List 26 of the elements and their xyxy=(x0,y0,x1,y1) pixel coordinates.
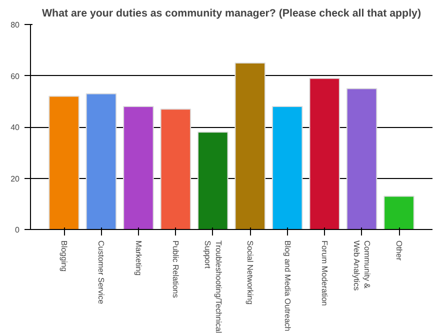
x-tick-label: Marketing xyxy=(134,240,143,276)
x-tick-label: Other xyxy=(394,240,404,261)
bar xyxy=(198,132,228,230)
bar xyxy=(272,106,303,230)
bar xyxy=(384,196,414,230)
bar xyxy=(123,106,154,230)
x-tick-label: Customer Service xyxy=(96,240,106,305)
x-tick-label: Social Networking xyxy=(246,240,255,305)
bar xyxy=(86,93,117,230)
y-tick-label: 60 xyxy=(10,72,20,81)
bar xyxy=(234,62,266,230)
chart-title: What are your duties as community manager? (Please check all that apply) xyxy=(42,8,422,20)
y-tick-label: 40 xyxy=(10,123,20,132)
x-tick-label: Blogging xyxy=(60,240,68,272)
x-tick-label: Community & Web Analytics xyxy=(352,240,372,291)
x-tick-label: Troubleshooting/Technical Support xyxy=(202,240,223,334)
bar xyxy=(160,108,192,230)
x-tick-label: Forum Moderation xyxy=(320,240,330,306)
bar xyxy=(346,88,378,230)
x-tick-label: Blog and Media Outreach xyxy=(282,240,292,332)
y-tick-label: 0 xyxy=(15,226,20,234)
x-tick-label: Public Relations xyxy=(171,240,180,298)
y-tick-label: 80 xyxy=(10,20,20,30)
bar xyxy=(309,78,340,230)
bar xyxy=(48,96,80,230)
y-tick-label: 20 xyxy=(10,174,20,184)
